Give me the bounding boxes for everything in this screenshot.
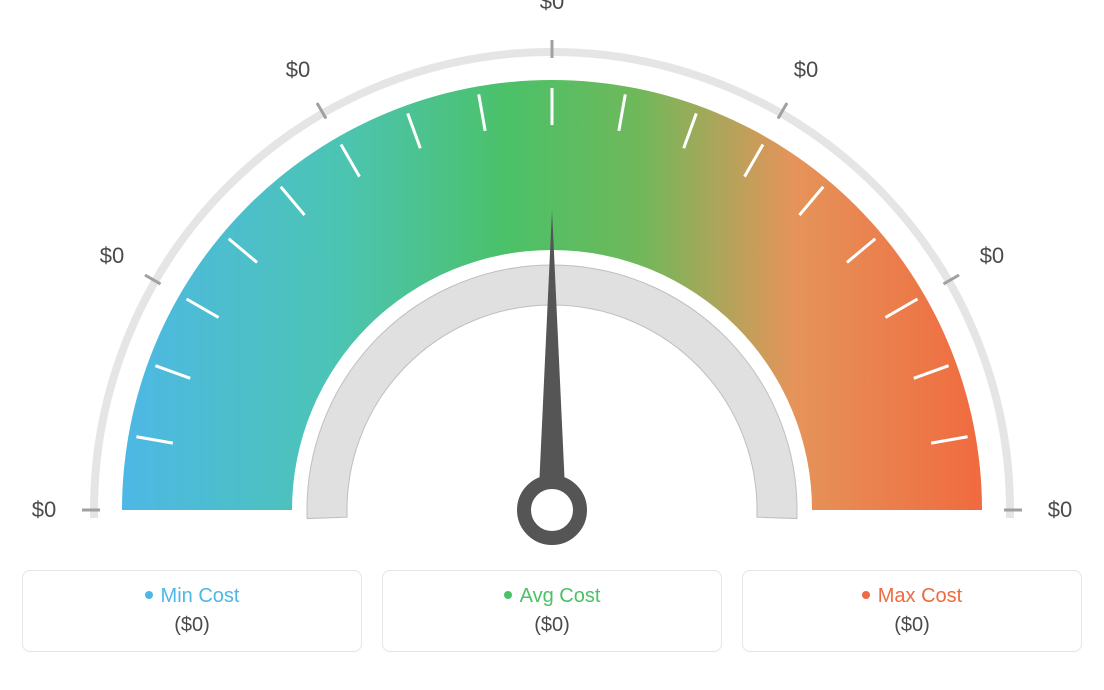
gauge-svg bbox=[20, 20, 1084, 560]
legend-dot-min bbox=[145, 591, 153, 599]
legend-label-max: Max Cost bbox=[743, 585, 1081, 608]
legend-value-max: ($0) bbox=[743, 614, 1081, 637]
gauge-tick-label: $0 bbox=[32, 497, 56, 523]
gauge-tick-label: $0 bbox=[980, 243, 1004, 269]
gauge-tick-label: $0 bbox=[100, 243, 124, 269]
legend-box-max: Max Cost ($0) bbox=[742, 570, 1082, 652]
legend-dot-avg bbox=[504, 591, 512, 599]
legend-row: Min Cost ($0) Avg Cost ($0) Max Cost ($0… bbox=[20, 570, 1084, 652]
legend-value-min: ($0) bbox=[23, 614, 361, 637]
legend-value-avg: ($0) bbox=[383, 614, 721, 637]
legend-box-min: Min Cost ($0) bbox=[22, 570, 362, 652]
legend-label-min: Min Cost bbox=[23, 585, 361, 608]
legend-text-avg: Avg Cost bbox=[520, 585, 601, 607]
gauge-tick-label: $0 bbox=[794, 57, 818, 83]
gauge-chart: $0$0$0$0$0$0$0 bbox=[20, 20, 1084, 560]
gauge-tick-label: $0 bbox=[540, 0, 564, 15]
legend-text-min: Min Cost bbox=[161, 585, 240, 607]
legend-box-avg: Avg Cost ($0) bbox=[382, 570, 722, 652]
legend-dot-max bbox=[862, 591, 870, 599]
gauge-tick-label: $0 bbox=[286, 57, 310, 83]
gauge-tick-label: $0 bbox=[1048, 497, 1072, 523]
legend-text-max: Max Cost bbox=[878, 585, 962, 607]
legend-label-avg: Avg Cost bbox=[383, 585, 721, 608]
